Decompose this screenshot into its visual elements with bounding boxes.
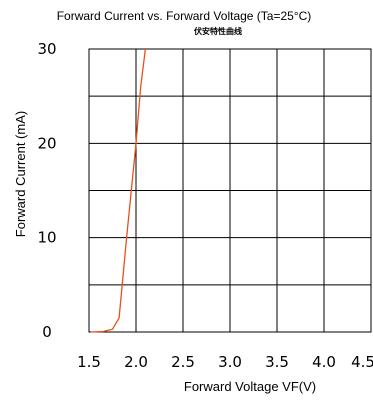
x-tick-label: 4.5: [351, 353, 373, 371]
y-tick-labels: 0 10 20 30: [37, 40, 56, 341]
x-tick-label: 4.0: [312, 353, 336, 371]
x-axis-label: Forward Voltage VF(V): [184, 379, 316, 394]
chart-title: Forward Current vs. Forward Voltage (Ta=…: [57, 9, 312, 23]
series-line: [90, 48, 147, 333]
y-tick-label: 0: [42, 323, 52, 341]
y-axis-label: Forward Current (mA): [13, 111, 28, 237]
chart-subtitle: 伏安特性曲线: [194, 26, 242, 36]
x-tick-label: 3.5: [265, 353, 289, 371]
grid: [88, 48, 372, 333]
x-tick-label: 1.5: [77, 353, 101, 371]
x-tick-labels: 1.5 2.0 2.5 3.0 3.5 4.0 4.5: [77, 353, 373, 371]
y-tick-label: 30: [37, 40, 56, 58]
y-tick-label: 20: [37, 134, 56, 152]
x-tick-label: 3.0: [218, 353, 242, 371]
series-group: [90, 48, 147, 333]
y-tick-label: 10: [37, 229, 56, 247]
x-tick-label: 2.0: [124, 353, 148, 371]
x-tick-label: 2.5: [171, 353, 195, 371]
